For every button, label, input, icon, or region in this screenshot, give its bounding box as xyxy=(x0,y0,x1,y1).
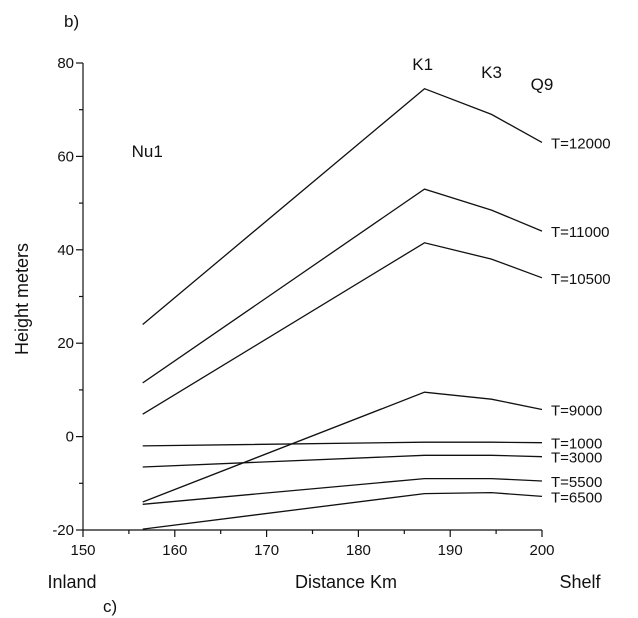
panel-label: b) xyxy=(64,12,79,31)
axes: -20 0 20 40 60 80 150 160 170 180 190 200 xyxy=(52,55,554,559)
x-tick-label: 180 xyxy=(346,542,371,559)
series-label: T=1000 xyxy=(551,436,602,453)
series-line xyxy=(142,87,543,325)
x-tick-label: 200 xyxy=(529,542,554,559)
location-label: Q9 xyxy=(531,75,554,94)
y-axis-title: Height meters xyxy=(12,243,32,355)
series-line xyxy=(142,441,543,447)
location-label: Nu1 xyxy=(132,142,163,161)
locations-layer: Nu1 K1 K3 Q9 xyxy=(132,55,554,161)
series-line xyxy=(142,242,543,415)
series-label: T=11000 xyxy=(551,224,610,241)
series-line xyxy=(142,188,543,384)
x-tick-label: 150 xyxy=(70,542,95,559)
series-label: T=10500 xyxy=(551,271,611,288)
series-line xyxy=(142,477,543,505)
y-tick-label: 60 xyxy=(57,148,74,165)
y-tick-label: -20 xyxy=(52,522,74,539)
x-edge-label-left: Inland xyxy=(47,572,96,592)
series-label: T=3000 xyxy=(551,450,602,467)
x-tick-label: 190 xyxy=(438,542,463,559)
y-tick-label: 40 xyxy=(57,242,74,259)
series-label: T=12000 xyxy=(551,135,611,152)
series-line xyxy=(142,391,543,503)
x-tick-label: 170 xyxy=(254,542,279,559)
y-tick-label: 20 xyxy=(57,335,74,352)
location-label: K3 xyxy=(481,63,502,82)
panel-label-below: c) xyxy=(103,597,117,616)
y-tick-label: 80 xyxy=(57,55,74,72)
series-line xyxy=(142,491,543,530)
x-axis-title: Distance Km xyxy=(295,572,397,592)
series-label: T=6500 xyxy=(551,489,602,506)
series-label: T=5500 xyxy=(551,474,602,491)
x-edge-label-right: Shelf xyxy=(559,572,601,592)
y-tick-label: 0 xyxy=(66,429,74,446)
x-tick-label: 160 xyxy=(162,542,187,559)
location-label: K1 xyxy=(412,55,433,74)
series-label: T=9000 xyxy=(551,403,602,420)
series-line xyxy=(142,454,543,468)
